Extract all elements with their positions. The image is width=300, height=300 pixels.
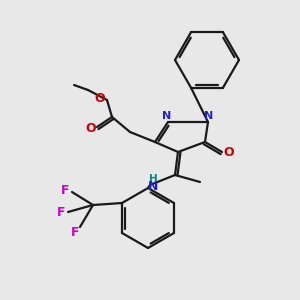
Text: F: F: [57, 206, 65, 218]
Text: O: O: [224, 146, 234, 158]
Text: N: N: [162, 111, 172, 121]
Text: F: F: [71, 226, 79, 239]
Text: N: N: [204, 111, 214, 121]
Text: F: F: [61, 184, 69, 197]
Text: O: O: [95, 92, 105, 104]
Text: H: H: [148, 174, 158, 184]
Text: N: N: [148, 181, 158, 194]
Text: O: O: [86, 122, 96, 136]
